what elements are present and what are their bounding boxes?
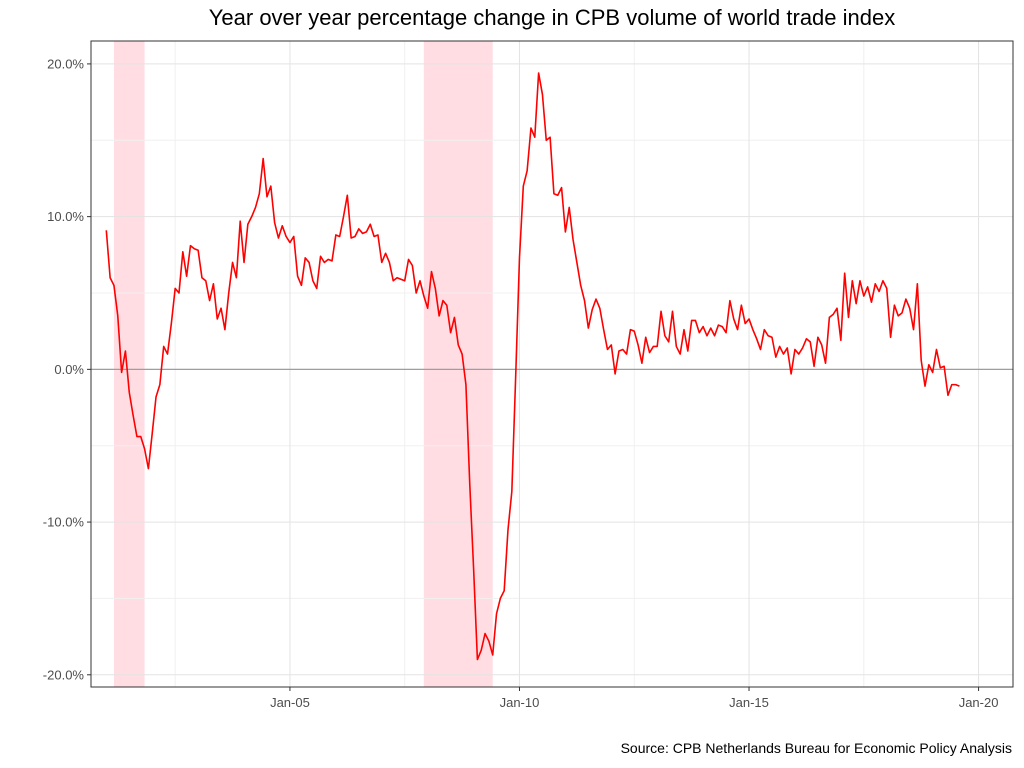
grid-lines [91, 41, 1013, 687]
recession-band-2 [423, 41, 493, 687]
recession-band-1 [113, 41, 145, 687]
x-tick-label: Jan-20 [959, 695, 999, 710]
y-tick-label: 0.0% [54, 362, 84, 377]
y-tick-label: -20.0% [43, 667, 85, 682]
y-tick-label: 20.0% [47, 56, 84, 71]
plot-border [90, 40, 1014, 688]
x-tick-label: Jan-10 [500, 695, 540, 710]
x-axis: Jan-05 Jan-10 Jan-15 Jan-20 [270, 687, 998, 710]
y-axis: 20.0% 10.0% 0.0% -10.0% -20.0% [43, 56, 91, 682]
series-line-1 [105, 72, 960, 661]
recession-bands [113, 41, 493, 687]
x-tick-label: Jan-05 [270, 695, 310, 710]
series-lines [105, 72, 960, 661]
x-tick-label: Jan-15 [729, 695, 769, 710]
chart-title: Year over year percentage change in CPB … [208, 5, 896, 30]
y-tick-label: 10.0% [47, 209, 84, 224]
source-caption: Source: CPB Netherlands Bureau for Econo… [620, 740, 1012, 756]
plot-frame [90, 40, 1014, 688]
y-tick-label: -10.0% [43, 515, 85, 530]
